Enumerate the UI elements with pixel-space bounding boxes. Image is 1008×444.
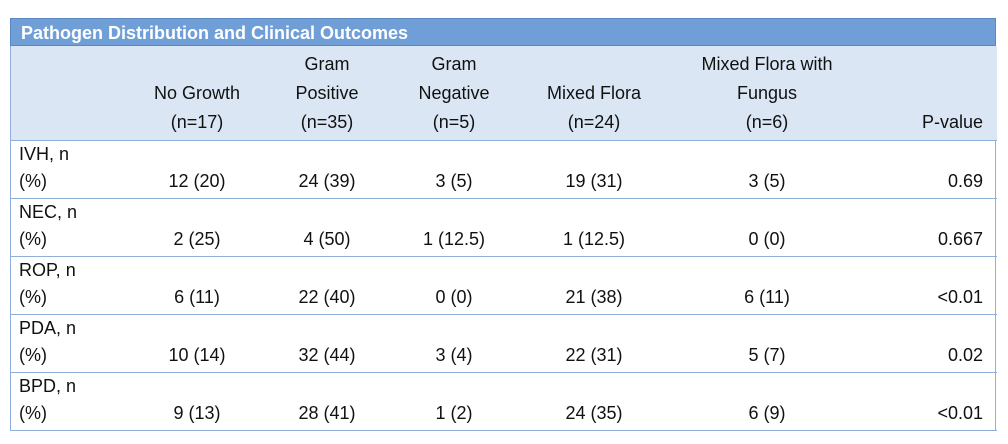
cell-value: 1 (12.5) (389, 198, 519, 257)
header-gram-positive: Gram Positive (n=35) (265, 46, 389, 141)
cell-value: 6 (9) (669, 372, 865, 431)
cell-value: 6 (11) (129, 256, 265, 315)
cell-p-value: 0.02 (865, 314, 997, 373)
row-label: IVH, n (%) (11, 140, 129, 199)
row-label: PDA, n (%) (11, 314, 129, 373)
header-mixed-flora: Mixed Flora (n=24) (519, 46, 669, 141)
cell-value: 3 (4) (389, 314, 519, 373)
cell-p-value: 0.69 (865, 140, 997, 199)
table-title: Pathogen Distribution and Clinical Outco… (10, 18, 996, 46)
table-row: PDA, n (%) 10 (14) 32 (44) 3 (4) 22 (31)… (11, 314, 997, 373)
cell-value: 3 (5) (669, 140, 865, 199)
cell-value: 24 (35) (519, 372, 669, 431)
outcomes-table: No Growth (n=17) Gram Positive (n=35) Gr… (11, 46, 997, 431)
cell-value: 10 (14) (129, 314, 265, 373)
table-row: BPD, n (%) 9 (13) 28 (41) 1 (2) 24 (35) … (11, 372, 997, 431)
cell-value: 24 (39) (265, 140, 389, 199)
cell-value: 21 (38) (519, 256, 669, 315)
header-gram-negative: Gram Negative (n=5) (389, 46, 519, 141)
cell-value: 9 (13) (129, 372, 265, 431)
table-row: ROP, n (%) 6 (11) 22 (40) 0 (0) 21 (38) … (11, 256, 997, 315)
cell-value: 3 (5) (389, 140, 519, 199)
cell-value: 22 (40) (265, 256, 389, 315)
header-no-growth: No Growth (n=17) (129, 46, 265, 141)
cell-value: 28 (41) (265, 372, 389, 431)
cell-value: 19 (31) (519, 140, 669, 199)
cell-value: 4 (50) (265, 198, 389, 257)
table-row: NEC, n (%) 2 (25) 4 (50) 1 (12.5) 1 (12.… (11, 198, 997, 257)
cell-value: 6 (11) (669, 256, 865, 315)
cell-p-value: <0.01 (865, 372, 997, 431)
table-row: IVH, n (%) 12 (20) 24 (39) 3 (5) 19 (31)… (11, 140, 997, 199)
outcomes-table-container: Pathogen Distribution and Clinical Outco… (10, 18, 997, 431)
cell-value: 1 (2) (389, 372, 519, 431)
cell-value: 32 (44) (265, 314, 389, 373)
cell-p-value: <0.01 (865, 256, 997, 315)
row-label: ROP, n (%) (11, 256, 129, 315)
cell-value: 0 (0) (389, 256, 519, 315)
header-row: No Growth (n=17) Gram Positive (n=35) Gr… (11, 46, 997, 141)
cell-value: 1 (12.5) (519, 198, 669, 257)
row-label: NEC, n (%) (11, 198, 129, 257)
row-label: BPD, n (%) (11, 372, 129, 431)
header-mixed-flora-fungus: Mixed Flora with Fungus (n=6) (669, 46, 865, 141)
cell-value: 5 (7) (669, 314, 865, 373)
cell-value: 12 (20) (129, 140, 265, 199)
header-label-cell (11, 46, 129, 141)
header-p-value: P-value (865, 46, 997, 141)
cell-value: 0 (0) (669, 198, 865, 257)
cell-value: 22 (31) (519, 314, 669, 373)
cell-p-value: 0.667 (865, 198, 997, 257)
cell-value: 2 (25) (129, 198, 265, 257)
table-frame: No Growth (n=17) Gram Positive (n=35) Gr… (10, 46, 997, 431)
